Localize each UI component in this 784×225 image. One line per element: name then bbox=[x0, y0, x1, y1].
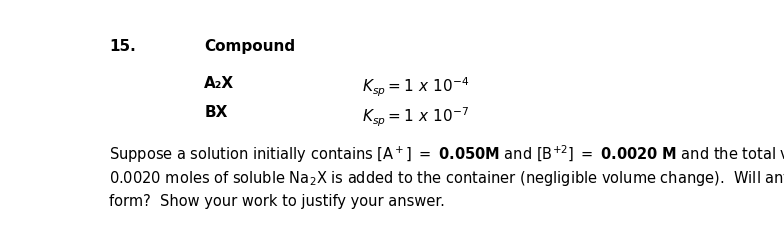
Text: A₂X: A₂X bbox=[205, 76, 234, 90]
Text: $\mathit{K}_{\mathit{sp}} = \mathit{1}$ $\mathit{x}$ $\mathit{10}^{\mathit{-4}}$: $\mathit{K}_{\mathit{sp}} = \mathit{1}$ … bbox=[362, 76, 470, 99]
Text: form?  Show your work to justify your answer.: form? Show your work to justify your ans… bbox=[109, 193, 445, 208]
Text: BX: BX bbox=[205, 105, 227, 120]
Text: Compound: Compound bbox=[205, 39, 296, 54]
Text: Suppose a solution initially contains [A$^+$] $=$ $\mathbf{0.050M}$ and [B$^{+2}: Suppose a solution initially contains [A… bbox=[109, 143, 784, 165]
Text: $\mathit{K}_{\mathit{sp}} = \mathit{1}$ $\mathit{x}$ $\mathit{10}^{\mathit{-7}}$: $\mathit{K}_{\mathit{sp}} = \mathit{1}$ … bbox=[362, 105, 470, 128]
Text: 0.0020 moles of soluble Na$_2$X is added to the container (negligible volume cha: 0.0020 moles of soluble Na$_2$X is added… bbox=[109, 168, 784, 187]
Text: 15.: 15. bbox=[109, 39, 136, 54]
